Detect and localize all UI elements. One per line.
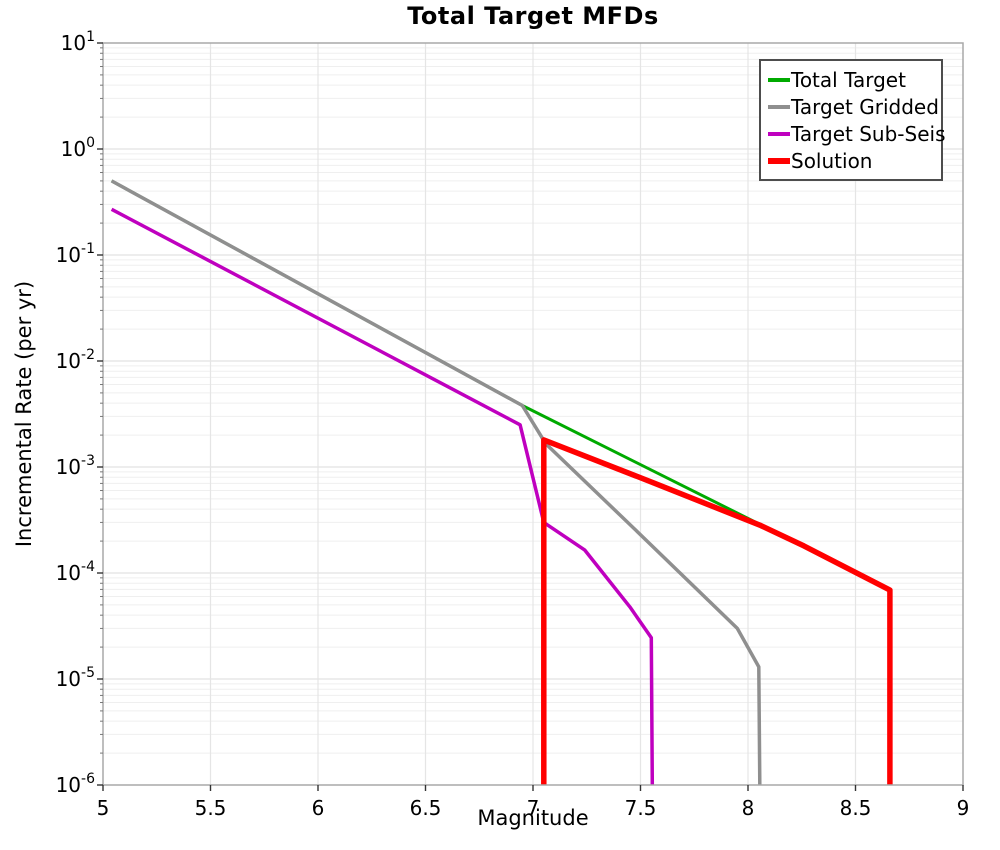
solution-line-swatch bbox=[768, 157, 790, 164]
x-tick-label: 9 bbox=[957, 796, 970, 820]
y-tick-label: 10-3 bbox=[56, 453, 95, 479]
x-tick-label: 7.5 bbox=[625, 796, 657, 820]
y-tick-label: 10-1 bbox=[56, 241, 95, 267]
legend-label: Solution bbox=[791, 148, 873, 173]
legend: Total Target Target Gridded Target Sub-S… bbox=[759, 59, 946, 181]
legend-item-solution: Solution bbox=[768, 147, 935, 174]
x-tick-label: 5.5 bbox=[195, 796, 227, 820]
target-gridded-line-swatch bbox=[768, 104, 790, 109]
y-tick-label: 10-2 bbox=[56, 347, 95, 373]
legend-item-total-target: Total Target bbox=[768, 66, 935, 93]
series-lines bbox=[110, 179, 893, 786]
legend-item-target-sub-seis: Target Sub-Seis bbox=[768, 120, 946, 147]
x-axis-label: Magnitude bbox=[477, 806, 589, 830]
y-axis-label: Incremental Rate (per yr) bbox=[12, 280, 36, 548]
legend-label: Total Target bbox=[791, 67, 906, 92]
target-sub-seis-line-swatch bbox=[768, 131, 790, 136]
x-tick-label: 6 bbox=[312, 796, 325, 820]
y-tick-label: 10-6 bbox=[56, 771, 96, 797]
legend-label: Target Sub-Seis bbox=[791, 121, 946, 146]
x-tick-label: 8 bbox=[742, 796, 755, 820]
x-tick-label: 5 bbox=[97, 796, 110, 820]
chart-title: Total Target MFDs bbox=[407, 2, 659, 30]
series-line-target-gridded bbox=[110, 179, 762, 786]
gridlines bbox=[103, 43, 963, 785]
series-line-target-sub-seis bbox=[110, 207, 655, 786]
y-tick-label: 101 bbox=[61, 29, 95, 55]
axis-ticks: 5 5.5 6 6.5 7 7.5 8 8.5 9 101 100 10-1 10-2 10-3 10-4 1… bbox=[56, 29, 970, 820]
y-tick-label: 10-5 bbox=[56, 665, 95, 691]
x-tick-label: 6.5 bbox=[410, 796, 442, 820]
x-tick-label: 7 bbox=[527, 796, 540, 820]
total-target-line-swatch bbox=[768, 77, 790, 82]
y-tick-label: 100 bbox=[61, 135, 95, 161]
legend-item-target-gridded: Target Gridded bbox=[768, 93, 939, 120]
y-tick-label: 10-4 bbox=[56, 559, 96, 585]
legend-label: Target Gridded bbox=[791, 94, 939, 119]
x-tick-label: 8.5 bbox=[840, 796, 872, 820]
series-line-total-target bbox=[110, 179, 891, 591]
series-line-solution bbox=[541, 437, 893, 785]
